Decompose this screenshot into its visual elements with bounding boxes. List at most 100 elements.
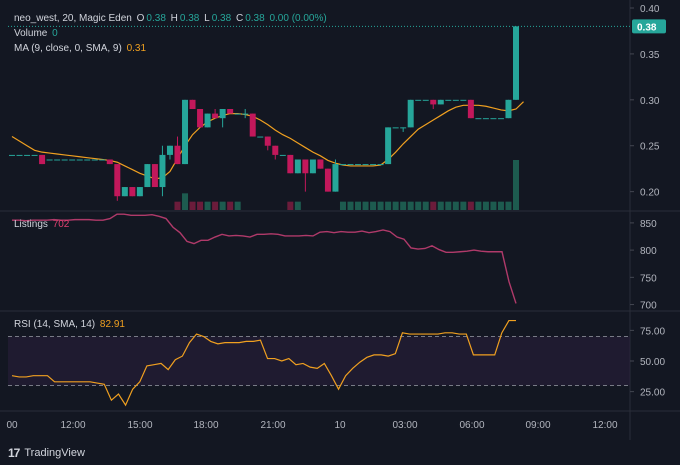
last-price-tag <box>632 19 666 34</box>
candle-body <box>355 164 362 166</box>
volume-bar <box>377 201 384 210</box>
candle-body <box>264 136 271 146</box>
listings-legend: Listings 702 <box>14 218 71 231</box>
candle-body <box>422 99 429 101</box>
volume-bar <box>490 201 497 210</box>
time-tick-label: 12:00 <box>60 420 85 431</box>
change-value: 0.00 (0.00%) <box>269 13 327 24</box>
volume-bar <box>505 201 512 210</box>
price-tick-label: 0.30 <box>640 96 660 107</box>
candle-body <box>347 164 354 166</box>
candle-body <box>91 159 98 161</box>
low-label: L <box>204 13 210 24</box>
candle-body <box>106 159 113 165</box>
candle-body <box>445 99 452 101</box>
volume-bar <box>355 201 362 210</box>
candle-body <box>339 164 346 166</box>
main-legend: neo_west, 20, Magic Eden O 0.38 H 0.38 L 0.… <box>14 12 329 25</box>
volume-bar <box>189 201 196 210</box>
volume-value: 0 <box>52 28 58 39</box>
volume-legend: Volume 0 <box>14 27 60 40</box>
volume-label: Volume <box>14 28 48 39</box>
candle-body <box>377 164 384 166</box>
candle-body <box>144 164 151 188</box>
candle-body <box>54 159 61 161</box>
candle-body <box>136 187 143 197</box>
candle-body <box>392 127 399 129</box>
listings-line <box>12 213 517 304</box>
volume-bar <box>467 201 474 210</box>
volume-bar <box>234 201 241 210</box>
listings-tick-label: 700 <box>640 301 657 312</box>
last-price-tag-label: 0.38 <box>637 22 657 33</box>
close-value: 0.38 <box>245 13 265 24</box>
volume-bar <box>362 201 369 210</box>
volume-bar <box>347 201 354 210</box>
candle-body <box>151 164 158 188</box>
candle-body <box>362 164 369 166</box>
time-tick-label: 21:00 <box>260 420 285 431</box>
rsi-label: RSI (14, SMA, 14) <box>14 319 96 330</box>
volume-bar <box>339 201 346 210</box>
rsi-value: 82.91 <box>99 319 125 330</box>
candle-body <box>317 159 324 169</box>
candle-body <box>174 145 181 165</box>
candle-body <box>61 159 68 161</box>
volume-bar <box>392 201 399 210</box>
volume-bar <box>287 201 294 210</box>
candle-body <box>505 99 512 119</box>
price-tick-label: 0.20 <box>640 188 660 199</box>
candle-body <box>204 113 211 128</box>
listings-value: 702 <box>52 219 70 230</box>
candle-body <box>490 118 497 120</box>
brand-label[interactable]: TradingView <box>24 447 85 459</box>
candle-body <box>272 145 279 155</box>
volume-bar <box>497 201 504 210</box>
time-tick-label: 00 <box>6 420 18 431</box>
close-label: C <box>235 13 244 24</box>
candle-body <box>234 113 241 115</box>
candle-body <box>69 159 76 161</box>
volume-bar <box>219 201 226 210</box>
volume-bar <box>407 201 414 210</box>
candle-body <box>189 99 196 109</box>
candle-body <box>76 159 83 161</box>
candle-body <box>9 154 15 156</box>
rsi-legend: RSI (14, SMA, 14) 82.91 <box>14 318 127 331</box>
candle-body <box>39 154 46 165</box>
high-label: H <box>170 13 178 24</box>
ma-line <box>11 101 524 180</box>
time-tick-label: 10 <box>334 420 346 431</box>
ma-label: MA (9, close, 0, SMA, 9) <box>14 43 122 54</box>
volume-bar <box>294 201 301 210</box>
high-value: 0.38 <box>179 13 200 24</box>
candle-body <box>332 164 339 192</box>
candle-body <box>242 113 249 115</box>
price-tick-label: 0.25 <box>640 142 660 153</box>
candle-body <box>415 99 422 101</box>
candle-body <box>452 99 459 101</box>
price-tick-label: 0.40 <box>640 4 660 15</box>
candle-body <box>460 99 467 101</box>
volume-bar <box>513 160 519 210</box>
volume-bar <box>385 201 392 210</box>
candle-body <box>294 159 301 174</box>
candle-body <box>166 145 173 155</box>
open-value: 0.38 <box>146 13 166 24</box>
candle-body <box>129 187 136 197</box>
candle-body <box>46 159 53 161</box>
volume-bar <box>182 193 189 210</box>
candle-body <box>497 118 504 120</box>
volume-bar <box>445 201 452 210</box>
time-tick-label: 09:00 <box>525 420 550 431</box>
volume-bar <box>415 201 422 210</box>
candle-body <box>279 154 286 156</box>
candle-body <box>31 154 38 156</box>
rsi-line <box>11 319 516 407</box>
volume-bar <box>422 201 429 210</box>
candle-body <box>430 99 437 105</box>
candle-body <box>219 109 226 119</box>
volume-bar <box>227 201 234 210</box>
candle-body <box>182 99 189 165</box>
